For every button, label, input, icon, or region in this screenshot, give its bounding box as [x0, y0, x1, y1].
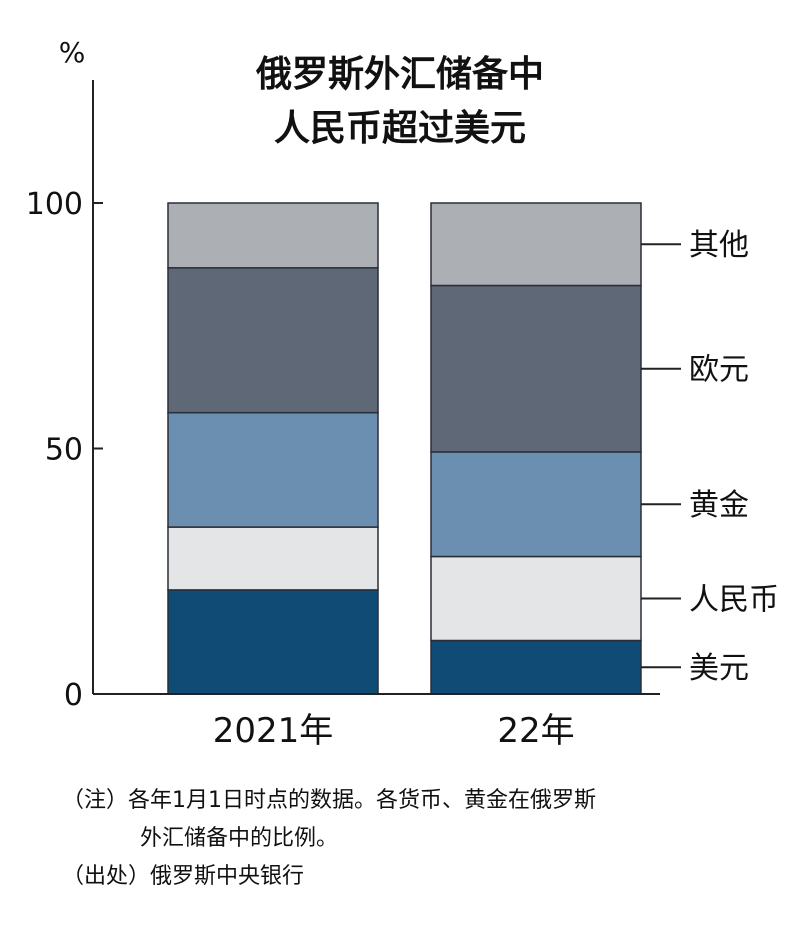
legend-label: 黄金 [689, 488, 749, 523]
x-category-label: 2021年 [213, 711, 334, 751]
legend-group: 美元 人民币 黄金 欧元 其他 [641, 228, 779, 686]
stacked-bar-chart: 俄罗斯外汇储备中 人民币超过美元 % 0 50 100 2021年 22年 美元 人民币… [26, 36, 779, 751]
legend-label: 人民币 [689, 583, 779, 618]
legend-label: 美元 [689, 651, 749, 686]
bar-segment-2 [167, 526, 379, 591]
x-labels-group: 2021年 22年 [213, 711, 575, 751]
y-ticks-group: 0 50 100 [26, 187, 103, 713]
note-line-2: 外汇储备中的比例。 [140, 826, 339, 851]
bars-group [167, 202, 642, 695]
y-axis-unit-label: % [59, 36, 86, 69]
bar-segment-1 [430, 639, 642, 695]
bar-segment-3 [167, 411, 379, 528]
note-line-1: （注）各年1月1日时点的数据。各货币、黄金在俄罗斯 [62, 788, 596, 813]
bar-segment-3 [430, 451, 642, 558]
y-tick-label: 100 [26, 187, 83, 222]
chart-notes: （注）各年1月1日时点的数据。各货币、黄金在俄罗斯 外汇储备中的比例。 （出处）… [62, 782, 782, 896]
bar-segment-4 [167, 267, 379, 414]
source-line: （出处）俄罗斯中央银行 [62, 864, 305, 889]
bar-segment-5 [167, 202, 379, 269]
bar-segment-4 [430, 284, 642, 453]
legend-label: 其他 [689, 228, 749, 263]
legend-label: 欧元 [689, 353, 749, 388]
x-category-label: 22年 [497, 711, 574, 751]
bar-segment-5 [430, 202, 642, 287]
y-tick-label: 0 [64, 678, 83, 713]
chart-title-line-1: 俄罗斯外汇储备中 [255, 54, 544, 95]
y-tick-label: 50 [45, 433, 83, 468]
chart-title-line-2: 人民币超过美元 [274, 108, 526, 149]
bar-segment-1 [167, 589, 379, 695]
bar-segment-2 [430, 555, 642, 642]
